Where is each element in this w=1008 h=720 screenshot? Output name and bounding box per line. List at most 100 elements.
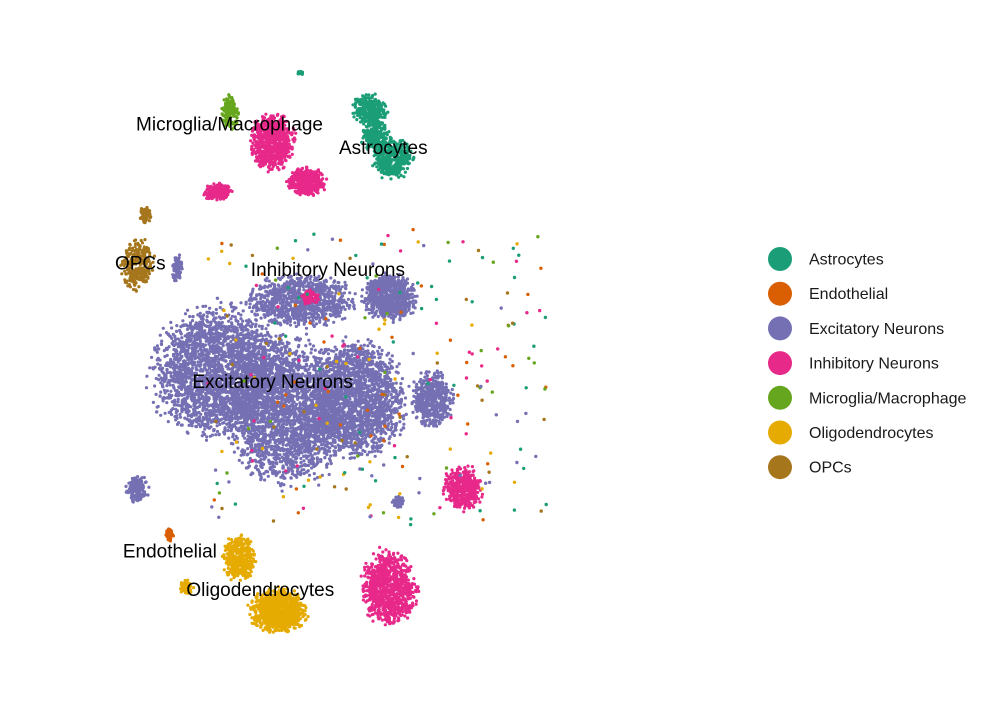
- data-point: [378, 166, 382, 170]
- data-point: [302, 351, 306, 355]
- data-point: [242, 345, 246, 349]
- data-point: [213, 354, 218, 358]
- data-point: [227, 436, 231, 440]
- data-point: [205, 361, 209, 365]
- data-point: [176, 390, 181, 394]
- data-point: [396, 165, 400, 169]
- data-point: [218, 422, 222, 426]
- data-point: [212, 360, 216, 364]
- data-point: [409, 149, 413, 153]
- data-point: [234, 329, 239, 333]
- data-point: [215, 322, 219, 326]
- data-point: [375, 165, 379, 169]
- data-point: [204, 411, 208, 415]
- data-point: [236, 446, 240, 450]
- data-point: [361, 110, 365, 114]
- data-point: [206, 422, 210, 426]
- data-point: [399, 139, 403, 143]
- data-point: [190, 424, 194, 428]
- data-point: [289, 476, 293, 480]
- data-point: [179, 423, 183, 427]
- data-point: [167, 345, 171, 349]
- data-point: [253, 324, 257, 328]
- data-point: [362, 117, 366, 121]
- data-point: [193, 360, 197, 365]
- data-point: [175, 324, 179, 328]
- data-point: [217, 410, 221, 414]
- data-point: [166, 332, 170, 336]
- data-point: [157, 373, 161, 377]
- data-point: [155, 405, 159, 409]
- data-point: [197, 352, 201, 356]
- data-point: [241, 309, 245, 313]
- data-point: [361, 129, 365, 133]
- data-point: [280, 455, 284, 459]
- data-point: [171, 407, 175, 411]
- data-point: [198, 311, 202, 315]
- data-point: [183, 312, 188, 316]
- data-point: [208, 306, 212, 310]
- data-point: [234, 396, 238, 400]
- data-point: [190, 346, 194, 350]
- data-point: [145, 374, 149, 378]
- data-point: [171, 343, 175, 347]
- data-point: [185, 323, 189, 328]
- data-point: [219, 341, 223, 345]
- data-point: [315, 476, 319, 480]
- data-point: [230, 343, 234, 347]
- data-point: [373, 92, 377, 96]
- data-point: [250, 334, 254, 338]
- data-point: [240, 461, 244, 465]
- data-point: [236, 428, 240, 433]
- data-point: [158, 333, 162, 337]
- data-point: [180, 336, 184, 340]
- data-point: [389, 177, 393, 181]
- data-point: [224, 359, 228, 363]
- data-point: [368, 115, 372, 120]
- data-point: [211, 350, 215, 354]
- data-point: [230, 392, 234, 397]
- data-point: [179, 368, 183, 372]
- data-point: [242, 354, 247, 358]
- data-point: [267, 353, 271, 357]
- data-point: [208, 434, 212, 438]
- data-point: [386, 110, 390, 114]
- data-point: [402, 175, 406, 179]
- data-point: [242, 361, 246, 366]
- data-point: [184, 350, 188, 354]
- data-point: [227, 421, 231, 425]
- data-point: [246, 328, 250, 332]
- data-point: [205, 315, 209, 319]
- data-point: [172, 357, 177, 361]
- data-point: [367, 93, 371, 97]
- data-point: [193, 338, 197, 342]
- data-point: [184, 365, 188, 369]
- data-point: [354, 101, 358, 105]
- data-point: [224, 416, 228, 420]
- data-point: [378, 113, 382, 117]
- data-point: [193, 350, 197, 354]
- data-point: [380, 176, 384, 180]
- data-point: [153, 384, 157, 388]
- data-point: [388, 164, 392, 168]
- data-point: [163, 411, 167, 415]
- data-point: [261, 352, 265, 356]
- data-point: [280, 341, 284, 346]
- data-point: [190, 343, 194, 347]
- data-point: [194, 425, 199, 429]
- data-point: [233, 411, 237, 415]
- data-point: [375, 107, 380, 111]
- data-point: [231, 366, 235, 370]
- data-point: [165, 353, 169, 357]
- data-point: [240, 349, 244, 353]
- data-point: [169, 389, 173, 393]
- data-point: [252, 349, 256, 353]
- data-point: [299, 456, 303, 461]
- data-point: [222, 430, 226, 434]
- data-point: [256, 356, 260, 360]
- data-point: [381, 115, 385, 119]
- data-point: [189, 405, 193, 409]
- data-point: [216, 326, 220, 330]
- data-point: [215, 424, 219, 428]
- data-point: [374, 118, 378, 122]
